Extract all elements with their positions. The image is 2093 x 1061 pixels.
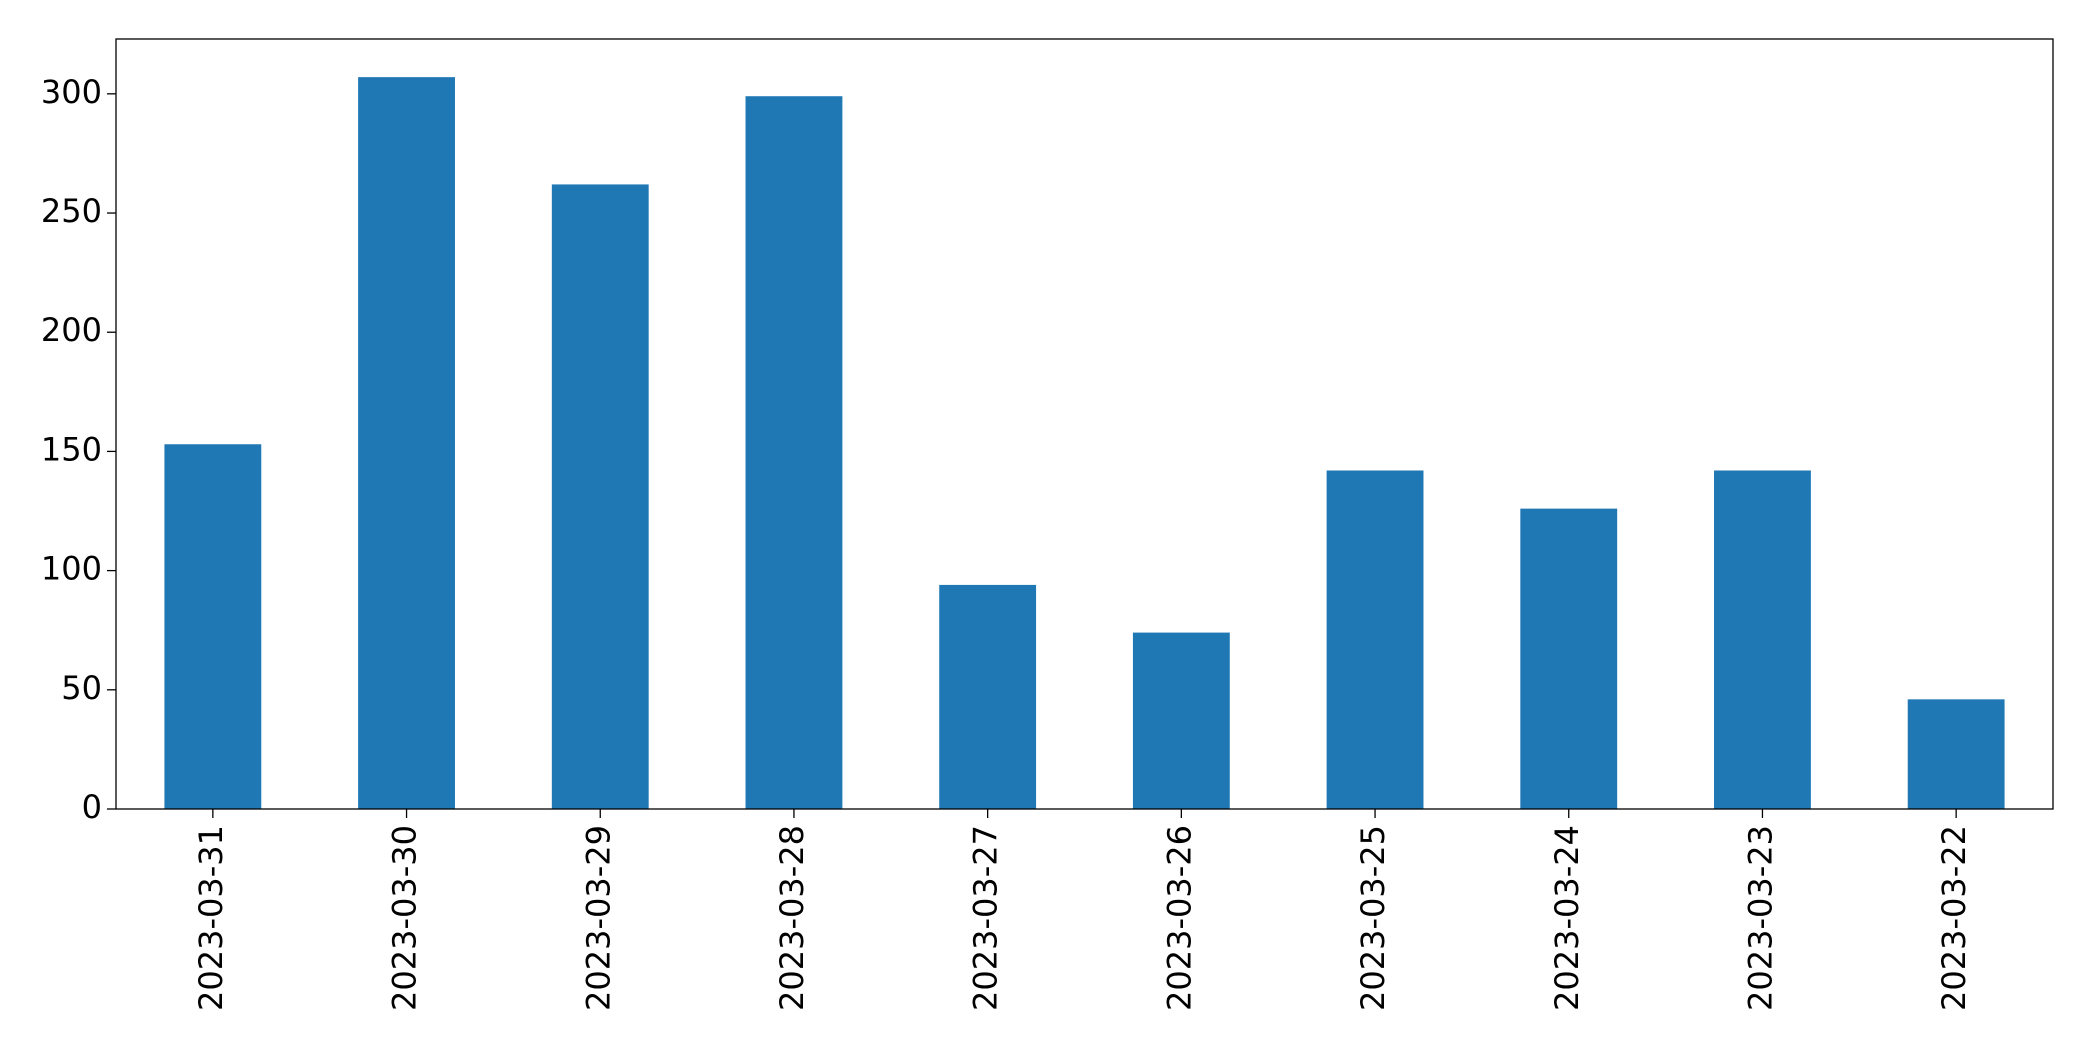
x-tick-label: 2023-03-24 xyxy=(1548,825,1586,1011)
x-tick-label: 2023-03-22 xyxy=(1935,825,1973,1011)
bar xyxy=(1520,508,1618,809)
bar xyxy=(939,584,1037,809)
x-tick-label: 2023-03-27 xyxy=(967,825,1005,1011)
x-tick-label: 2023-03-23 xyxy=(1741,825,1779,1011)
x-tick-label: 2023-03-28 xyxy=(773,825,811,1011)
x-tick-label: 2023-03-30 xyxy=(386,825,424,1011)
y-tick-label: 250 xyxy=(41,192,102,230)
bar xyxy=(1326,470,1424,809)
bar xyxy=(1132,632,1230,809)
y-tick-label: 150 xyxy=(41,430,102,468)
bar xyxy=(1907,699,2005,809)
y-tick-label: 200 xyxy=(41,311,102,349)
x-tick-label: 2023-03-29 xyxy=(579,825,617,1011)
bar xyxy=(164,444,262,809)
y-tick-label: 50 xyxy=(61,669,102,707)
y-tick-label: 300 xyxy=(41,73,102,111)
x-tick-label: 2023-03-25 xyxy=(1354,825,1392,1011)
bar xyxy=(745,96,843,809)
y-tick-label: 0 xyxy=(82,788,102,826)
bar xyxy=(358,77,455,810)
y-tick-label: 100 xyxy=(41,550,102,588)
bar xyxy=(551,184,649,809)
x-tick-label: 2023-03-26 xyxy=(1160,825,1198,1011)
bar xyxy=(1714,470,1811,809)
plot-frame xyxy=(115,38,2054,810)
x-tick-label: 2023-03-31 xyxy=(192,825,230,1011)
